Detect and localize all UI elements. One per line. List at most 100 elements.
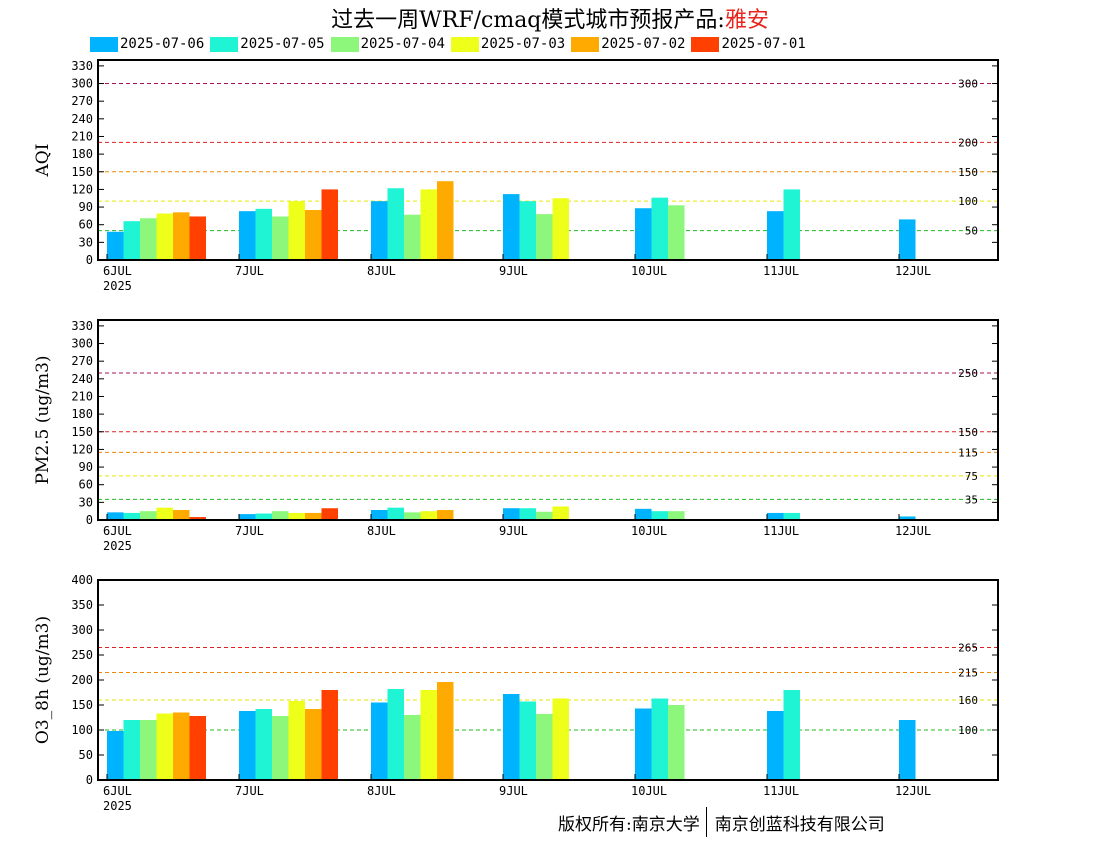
legend-label: 2025-07-03 [480, 36, 566, 52]
bar [536, 214, 553, 260]
bar [635, 208, 652, 260]
bar [651, 698, 668, 780]
x-tick-label: 9JUL [499, 264, 528, 278]
x-tick-label: 6JUL [103, 784, 132, 798]
y-tick-label: 0 [86, 773, 93, 787]
bar [371, 201, 388, 260]
chart-title: 过去一周WRF/cmaq模式城市预报产品:雅安 [0, 2, 1100, 34]
y-tick-label: 150 [71, 698, 93, 712]
bar [767, 211, 784, 260]
bar [387, 188, 404, 260]
copyright-owner: 版权所有:南京大学 [558, 814, 700, 835]
bar [437, 181, 454, 260]
x-tick-label: 10JUL [631, 524, 667, 538]
chart-panel-3: 100 160 215 265 0 50 100 150 200 250 300 350 400 6JUL… [33, 573, 999, 813]
legend-label: 2025-07-04 [360, 36, 445, 52]
chart-panel-2: 35 75 115 150 250 0 30 60 90 120 150 180 210 240 270 30… [33, 319, 999, 553]
bar [651, 511, 668, 520]
copyright-footer: 版权所有:南京大学 南京创蓝科技有限公司 [558, 807, 885, 837]
y-axis-label: PM2.5 (ug/m3) [33, 355, 53, 484]
threshold-label: 300 [958, 78, 978, 91]
threshold-label: 100 [958, 724, 978, 737]
bar [519, 508, 536, 520]
bar [420, 189, 437, 260]
y-tick-label: 90 [79, 200, 93, 214]
bar [173, 510, 190, 520]
y-tick-label: 240 [71, 372, 93, 386]
bar [321, 690, 338, 780]
y-tick-label: 120 [71, 182, 93, 196]
bar [272, 216, 289, 260]
plot-frame [97, 319, 999, 521]
threshold-label: 100 [958, 195, 978, 208]
chart-panel-1: 50 100 150 200 300 0 30 60 90 120 150 180 210 240 270 3… [33, 59, 999, 293]
bar [635, 508, 652, 520]
bar [503, 194, 520, 260]
bar [140, 511, 157, 520]
bar [321, 508, 338, 520]
y-tick-label: 120 [71, 442, 93, 456]
bar [420, 690, 437, 780]
x-tick-label: 11JUL [763, 264, 799, 278]
y-tick-label: 150 [71, 425, 93, 439]
x-year-label: 2025 [103, 539, 132, 553]
x-tick-label: 11JUL [763, 524, 799, 538]
y-tick-label: 300 [71, 77, 93, 91]
bar [123, 512, 140, 520]
legend-item: 2025-07-01 [691, 36, 806, 52]
threshold-label: 150 [958, 166, 978, 179]
bar [503, 694, 520, 780]
threshold-label: 115 [958, 446, 978, 459]
x-tick-label: 12JUL [895, 264, 931, 278]
y-tick-label: 240 [71, 112, 93, 126]
copyright-company: 南京创蓝科技有限公司 [714, 814, 885, 835]
x-year-label: 2025 [103, 279, 132, 293]
y-tick-label: 400 [71, 573, 93, 587]
legend-swatch [691, 36, 720, 52]
bar [288, 201, 305, 260]
x-tick-label: 10JUL [631, 784, 667, 798]
bar [255, 513, 272, 520]
bar [239, 514, 256, 520]
y-tick-label: 100 [71, 723, 93, 737]
bar [552, 698, 569, 780]
bar [123, 720, 140, 780]
bar [371, 510, 388, 520]
threshold-label: 200 [958, 136, 978, 149]
y-tick-label: 30 [79, 235, 93, 249]
bar [899, 516, 916, 520]
threshold-label: 50 [965, 225, 978, 238]
bar [239, 211, 256, 260]
bar [519, 201, 536, 260]
bar [404, 715, 421, 780]
bar [899, 219, 916, 260]
y-tick-label: 210 [71, 389, 93, 403]
bar [404, 512, 421, 520]
x-tick-label: 7JUL [235, 264, 264, 278]
legend-swatch [450, 36, 479, 52]
legend-item: 2025-07-06 [90, 36, 204, 52]
legend-label: 2025-07-05 [240, 36, 325, 52]
legend-label: 2025-07-06 [120, 36, 205, 52]
y-tick-label: 0 [86, 513, 93, 527]
legend-swatch [330, 36, 359, 52]
bar [255, 709, 272, 780]
bar [189, 216, 206, 260]
x-tick-label: 6JUL [103, 264, 132, 278]
bar [387, 689, 404, 780]
y-tick-label: 300 [71, 337, 93, 351]
bar [552, 506, 569, 520]
x-tick-label: 7JUL [235, 784, 264, 798]
bar [156, 213, 173, 260]
legend-label: 2025-07-01 [721, 36, 806, 52]
threshold-label: 250 [958, 367, 978, 380]
bar [503, 508, 520, 520]
y-tick-label: 330 [71, 319, 93, 333]
bar [668, 511, 685, 520]
bar [783, 512, 800, 520]
legend-label: 2025-07-02 [601, 36, 686, 52]
y-tick-label: 350 [71, 598, 93, 612]
y-tick-label: 250 [71, 648, 93, 662]
x-tick-label: 12JUL [895, 784, 931, 798]
